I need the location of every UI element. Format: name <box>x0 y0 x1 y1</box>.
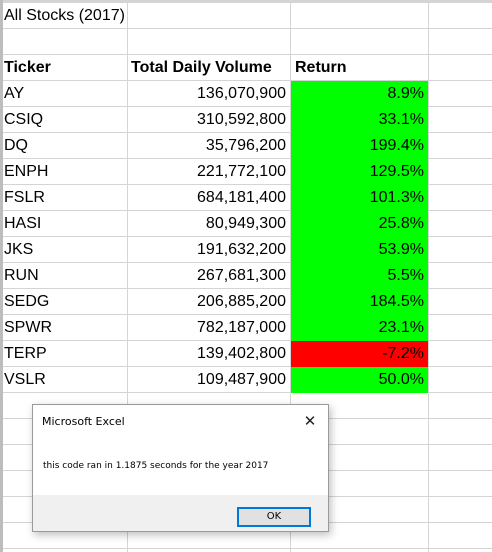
return-cell[interactable]: 50.0% <box>291 367 428 393</box>
table-row: ENPH 221,772,100 129.5% <box>0 159 492 185</box>
table-row: SEDG 206,885,200 184.5% <box>0 289 492 315</box>
table-row: VSLR 109,487,900 50.0% <box>0 367 492 393</box>
column-divider <box>428 0 429 552</box>
volume-cell[interactable]: 35,796,200 <box>205 137 286 154</box>
dialog-titlebar: Microsoft Excel ✕ <box>33 405 328 439</box>
return-cell[interactable]: 23.1% <box>291 315 428 341</box>
table-row: AY 136,070,900 8.9% <box>0 81 492 107</box>
sheet-title-cell[interactable]: All Stocks (2017) <box>4 7 125 24</box>
return-cell[interactable]: 199.4% <box>291 133 428 159</box>
ticker-cell[interactable]: SEDG <box>4 293 50 310</box>
volume-cell[interactable]: 109,487,900 <box>197 371 286 388</box>
ok-button[interactable]: OK <box>237 507 311 527</box>
table-row: HASI 80,949,300 25.8% <box>0 211 492 237</box>
volume-header-cell[interactable]: Total Daily Volume <box>131 59 272 76</box>
ticker-cell[interactable]: JKS <box>4 241 34 258</box>
volume-cell[interactable]: 221,772,100 <box>197 163 286 180</box>
message-box-dialog: Microsoft Excel ✕ this code ran in 1.187… <box>32 404 329 532</box>
close-icon[interactable]: ✕ <box>303 412 317 430</box>
ticker-cell[interactable]: DQ <box>4 137 28 154</box>
return-cell[interactable]: 5.5% <box>291 263 428 289</box>
volume-cell[interactable]: 191,632,200 <box>197 241 286 258</box>
ticker-cell[interactable]: CSIQ <box>4 111 44 128</box>
return-header-cell[interactable]: Return <box>295 59 347 76</box>
table-row: SPWR 782,187,000 23.1% <box>0 315 492 341</box>
dialog-message: this code ran in 1.1875 seconds for the … <box>43 461 269 471</box>
volume-cell[interactable]: 80,949,300 <box>205 215 286 232</box>
table-row: CSIQ 310,592,800 33.1% <box>0 107 492 133</box>
table-row: TERP 139,402,800 -7.2% <box>0 341 492 367</box>
ticker-cell[interactable]: VSLR <box>4 371 46 388</box>
ticker-cell[interactable]: ENPH <box>4 163 49 180</box>
return-cell[interactable]: -7.2% <box>291 341 428 367</box>
dialog-title: Microsoft Excel <box>42 415 125 428</box>
ticker-cell[interactable]: HASI <box>4 215 42 232</box>
table-row: FSLR 684,181,400 101.3% <box>0 185 492 211</box>
volume-cell[interactable]: 267,681,300 <box>197 267 286 284</box>
sheet-top-border <box>0 0 492 3</box>
volume-cell[interactable]: 684,181,400 <box>197 189 286 206</box>
ticker-cell[interactable]: TERP <box>4 345 47 362</box>
table-row: JKS 191,632,200 53.9% <box>0 237 492 263</box>
ticker-cell[interactable]: SPWR <box>4 319 52 336</box>
ticker-cell[interactable]: RUN <box>4 267 39 284</box>
sheet-left-border <box>0 0 3 552</box>
table-row: RUN 267,681,300 5.5% <box>0 263 492 289</box>
return-cell[interactable]: 8.9% <box>291 81 428 107</box>
return-cell[interactable]: 53.9% <box>291 237 428 263</box>
header-row: Ticker Total Daily Volume Return <box>0 55 492 81</box>
volume-cell[interactable]: 310,592,800 <box>197 111 286 128</box>
ticker-cell[interactable]: AY <box>4 85 25 102</box>
return-cell[interactable]: 101.3% <box>291 185 428 211</box>
empty-row <box>0 29 492 55</box>
dialog-body: this code ran in 1.1875 seconds for the … <box>33 439 328 495</box>
return-cell[interactable]: 129.5% <box>291 159 428 185</box>
title-row: All Stocks (2017) <box>0 3 492 29</box>
volume-cell[interactable]: 206,885,200 <box>197 293 286 310</box>
ticker-cell[interactable]: FSLR <box>4 189 45 206</box>
return-cell[interactable]: 33.1% <box>291 107 428 133</box>
empty-row <box>0 523 492 549</box>
table-row: DQ 35,796,200 199.4% <box>0 133 492 159</box>
ticker-header-cell[interactable]: Ticker <box>4 59 51 76</box>
column-divider <box>127 0 128 552</box>
volume-cell[interactable]: 136,070,900 <box>197 85 286 102</box>
volume-cell[interactable]: 782,187,000 <box>197 319 286 336</box>
column-divider <box>290 0 291 552</box>
return-cell[interactable]: 25.8% <box>291 211 428 237</box>
volume-cell[interactable]: 139,402,800 <box>197 345 286 362</box>
return-cell[interactable]: 184.5% <box>291 289 428 315</box>
